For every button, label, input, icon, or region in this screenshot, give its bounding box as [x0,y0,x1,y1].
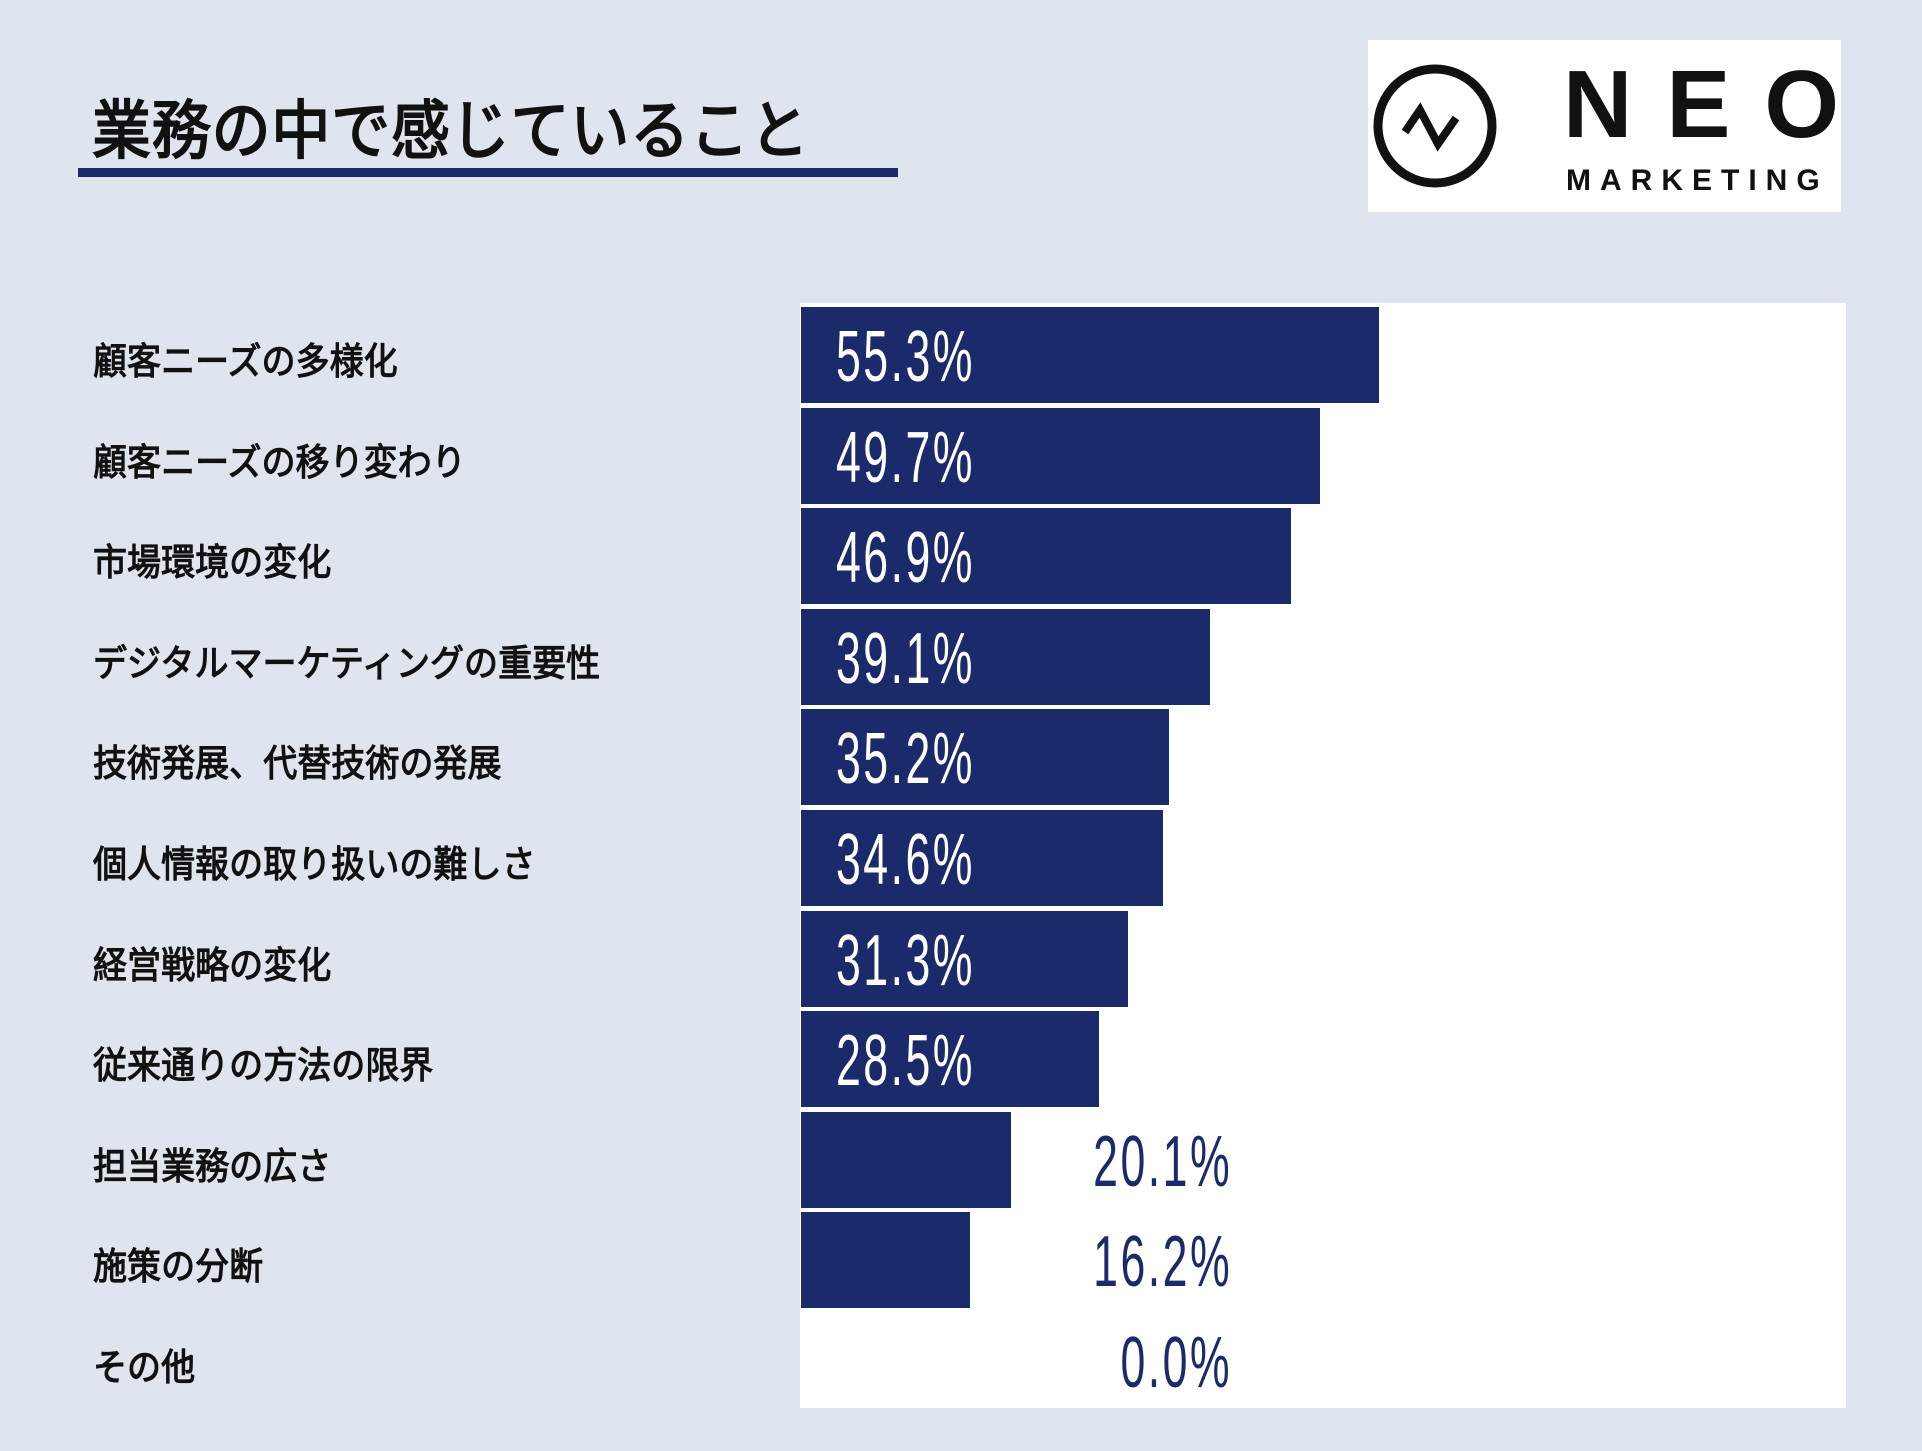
bar [801,810,1163,906]
category-label: 技術発展、代替技術の発展 [93,742,502,786]
category-label: 個人情報の取り扱いの難しさ [93,843,536,886]
title-underline [78,168,898,177]
data-label: 35.2% [836,719,975,800]
bar [801,1011,1099,1108]
data-label: 34.6% [836,820,975,900]
bar [801,910,1129,1007]
bar [801,508,1292,605]
data-label: 55.3% [836,317,975,397]
category-label: 担当業務の広さ [93,1144,332,1188]
data-label: 49.7% [836,417,975,498]
logo-text-neo: NEO [1563,51,1874,158]
category-label: 経営戦略の変化 [93,943,332,987]
data-label: 28.5% [836,1021,975,1102]
category-label: 顧客ニーズの多様化 [93,340,398,383]
data-label: 31.3% [836,920,975,1001]
data-label: 0.0% [1120,1323,1232,1403]
data-label: 16.2% [1093,1222,1232,1303]
category-label: その他 [93,1346,196,1389]
category-label: 顧客ニーズの移り変わり [93,440,466,484]
data-label: 20.1% [1093,1121,1232,1202]
category-label: 施策の分断 [93,1245,264,1289]
bar [801,307,1379,403]
category-label: デジタルマーケティングの重要性 [93,641,601,685]
bar [801,1111,1012,1208]
bar [801,608,1210,705]
bar [801,709,1169,806]
logo-circle-icon [1373,64,1497,188]
logo-text-marketing: MARKETING [1566,164,1829,197]
neo-marketing-logo: NEO MARKETING [1368,40,1841,212]
bar [801,1212,971,1309]
category-label: 従来通りの方法の限界 [93,1044,434,1088]
data-label: 46.9% [836,518,975,599]
page-title: 業務の中で感じていること [92,95,810,169]
bar [801,407,1321,504]
category-label: 市場環境の変化 [93,541,332,585]
data-label: 39.1% [836,618,975,699]
